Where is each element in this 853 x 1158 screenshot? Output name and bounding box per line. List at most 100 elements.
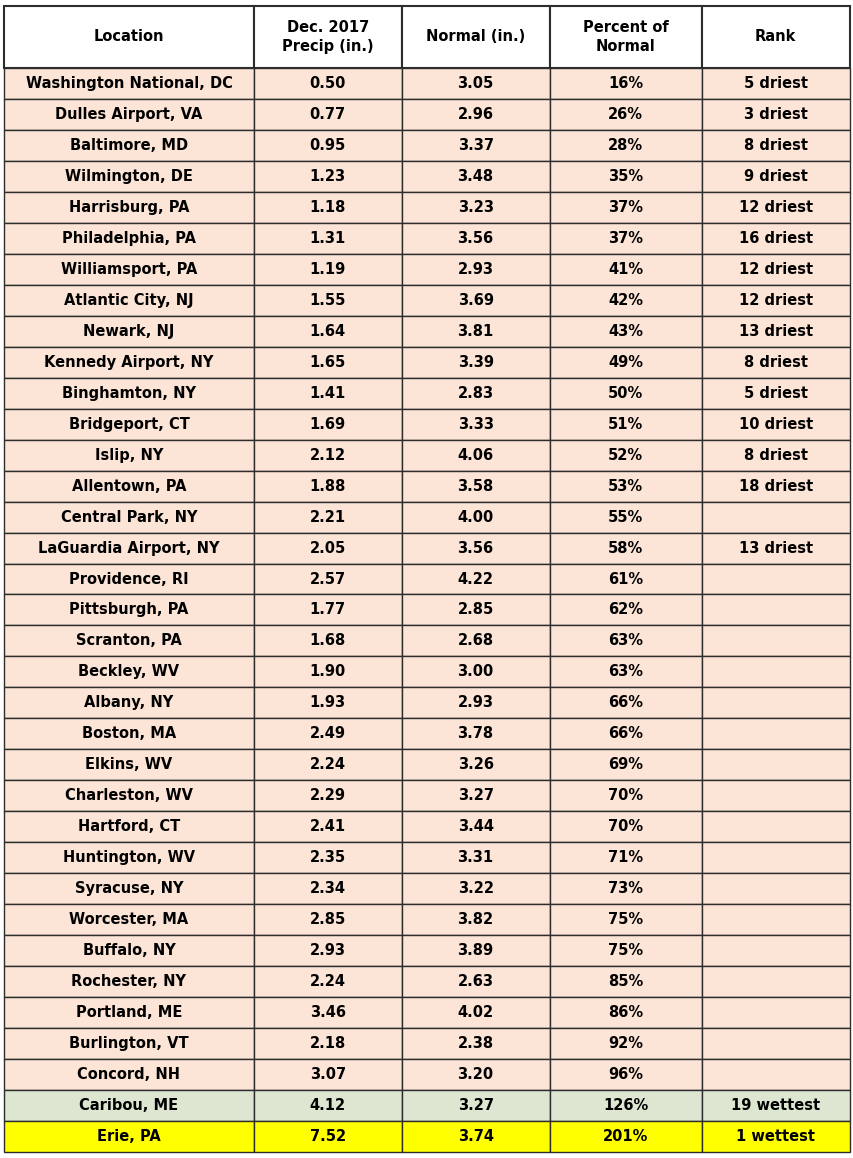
- Text: 10 driest: 10 driest: [738, 417, 812, 432]
- Bar: [701, 657, 849, 688]
- Text: Portland, ME: Portland, ME: [76, 1005, 182, 1020]
- Bar: [253, 440, 401, 470]
- Text: 62%: 62%: [607, 602, 642, 617]
- Bar: [401, 533, 549, 564]
- Bar: [4, 625, 253, 657]
- Bar: [401, 749, 549, 780]
- Text: 52%: 52%: [607, 447, 642, 462]
- Text: 0.50: 0.50: [309, 75, 345, 90]
- Bar: [401, 966, 549, 997]
- Bar: [701, 533, 849, 564]
- Bar: [401, 936, 549, 966]
- Text: 26%: 26%: [607, 107, 642, 122]
- Bar: [253, 904, 401, 936]
- Text: 3.39: 3.39: [457, 354, 493, 369]
- Text: Pittsburgh, PA: Pittsburgh, PA: [69, 602, 189, 617]
- Bar: [401, 997, 549, 1028]
- Bar: [401, 254, 549, 285]
- Bar: [401, 688, 549, 718]
- Text: 0.95: 0.95: [309, 138, 345, 153]
- Text: 55%: 55%: [607, 510, 642, 525]
- Text: 2.49: 2.49: [310, 726, 345, 741]
- Bar: [401, 812, 549, 842]
- Text: 85%: 85%: [607, 974, 642, 989]
- Bar: [701, 1028, 849, 1060]
- Bar: [401, 1090, 549, 1121]
- Bar: [253, 1121, 401, 1152]
- Bar: [4, 1121, 253, 1152]
- Text: Newark, NJ: Newark, NJ: [84, 323, 175, 338]
- Bar: [701, 254, 849, 285]
- Bar: [4, 718, 253, 749]
- Bar: [701, 1090, 849, 1121]
- Text: 1 wettest: 1 wettest: [735, 1129, 815, 1144]
- Text: 1.77: 1.77: [310, 602, 345, 617]
- Text: 61%: 61%: [607, 572, 642, 586]
- Text: 2.68: 2.68: [457, 633, 493, 648]
- Bar: [253, 625, 401, 657]
- Text: 1.65: 1.65: [309, 354, 345, 369]
- Bar: [401, 873, 549, 904]
- Text: Burlington, VT: Burlington, VT: [69, 1036, 189, 1051]
- Text: 2.93: 2.93: [457, 262, 493, 277]
- Bar: [253, 254, 401, 285]
- Text: 4.12: 4.12: [310, 1098, 345, 1113]
- Text: 75%: 75%: [607, 913, 642, 928]
- Text: 73%: 73%: [607, 881, 642, 896]
- Text: 1.68: 1.68: [309, 633, 345, 648]
- Bar: [253, 718, 401, 749]
- Text: LaGuardia Airport, NY: LaGuardia Airport, NY: [38, 541, 219, 556]
- Bar: [4, 501, 253, 533]
- Text: 42%: 42%: [607, 293, 642, 308]
- Text: 66%: 66%: [607, 696, 642, 711]
- Bar: [701, 625, 849, 657]
- Bar: [401, 316, 549, 346]
- Text: Percent of
Normal: Percent of Normal: [582, 20, 668, 53]
- Bar: [253, 997, 401, 1028]
- Bar: [253, 161, 401, 192]
- Text: 63%: 63%: [607, 633, 642, 648]
- Bar: [4, 997, 253, 1028]
- Text: 3.56: 3.56: [457, 541, 493, 556]
- Bar: [549, 222, 701, 254]
- Bar: [4, 440, 253, 470]
- Bar: [4, 904, 253, 936]
- Bar: [549, 378, 701, 409]
- Text: 3.78: 3.78: [457, 726, 493, 741]
- Bar: [4, 409, 253, 440]
- Text: 28%: 28%: [607, 138, 642, 153]
- Bar: [253, 749, 401, 780]
- Bar: [4, 780, 253, 812]
- Bar: [549, 564, 701, 594]
- Bar: [549, 936, 701, 966]
- Bar: [253, 1090, 401, 1121]
- Text: Central Park, NY: Central Park, NY: [61, 510, 197, 525]
- Text: Normal (in.): Normal (in.): [426, 29, 525, 44]
- Text: 43%: 43%: [607, 323, 642, 338]
- Text: 3.05: 3.05: [457, 75, 493, 90]
- Bar: [549, 346, 701, 378]
- Bar: [4, 1028, 253, 1060]
- Bar: [4, 222, 253, 254]
- Bar: [253, 6, 401, 68]
- Text: 50%: 50%: [607, 386, 642, 401]
- Bar: [549, 161, 701, 192]
- Text: 4.02: 4.02: [457, 1005, 493, 1020]
- Bar: [253, 842, 401, 873]
- Bar: [401, 6, 549, 68]
- Bar: [253, 1028, 401, 1060]
- Bar: [701, 842, 849, 873]
- Text: 2.24: 2.24: [310, 974, 345, 989]
- Bar: [4, 657, 253, 688]
- Text: 1.88: 1.88: [309, 478, 345, 493]
- Bar: [701, 192, 849, 222]
- Text: 3.23: 3.23: [457, 199, 493, 214]
- Bar: [701, 749, 849, 780]
- Text: 2.18: 2.18: [309, 1036, 345, 1051]
- Bar: [701, 285, 849, 316]
- Bar: [701, 936, 849, 966]
- Bar: [253, 378, 401, 409]
- Bar: [701, 161, 849, 192]
- Bar: [4, 842, 253, 873]
- Bar: [701, 718, 849, 749]
